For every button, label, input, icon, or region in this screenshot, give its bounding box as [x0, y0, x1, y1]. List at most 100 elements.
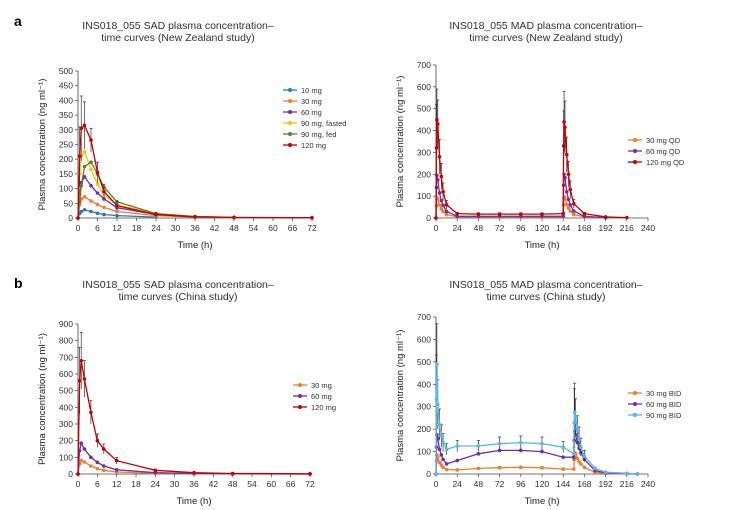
x-tick-label: 30: [170, 479, 180, 489]
data-point: [444, 467, 449, 472]
y-tick-label: 450: [59, 81, 73, 91]
y-tick-label: 200: [417, 169, 431, 179]
data-point: [89, 199, 93, 203]
data-point: [566, 206, 571, 210]
data-point: [635, 471, 640, 476]
x-tick-label: 0: [434, 479, 439, 489]
y-tick-label: 50: [64, 198, 74, 208]
y-tick-label: 600: [417, 82, 431, 92]
data-point: [95, 460, 100, 465]
data-point: [89, 209, 93, 214]
data-point: [82, 123, 87, 128]
y-tick-label: 900: [59, 319, 73, 329]
data-point: [572, 201, 576, 206]
x-tick-label: 66: [286, 479, 296, 489]
x-axis-label: Time (h): [176, 496, 211, 507]
data-point: [79, 126, 84, 131]
data-point: [455, 211, 460, 216]
x-tick-label: 60: [267, 479, 277, 489]
data-point: [82, 207, 87, 212]
data-point: [114, 458, 119, 463]
x-tick-label: 120: [535, 223, 549, 233]
data-point: [437, 460, 442, 465]
legend-entry: 60 mg QD: [646, 147, 681, 156]
data-point: [566, 172, 571, 177]
data-point: [575, 427, 580, 431]
legend-swatch-marker: [633, 391, 637, 395]
legend-entry: 10 mg: [301, 86, 322, 95]
data-point: [575, 440, 580, 445]
data-point: [476, 212, 481, 216]
x-tick-label: 54: [247, 479, 257, 489]
chart-title-line: time curves (China study): [118, 291, 237, 303]
x-tick-label: 6: [95, 223, 100, 233]
legend-swatch-marker: [633, 160, 637, 164]
x-tick-label: 54: [249, 223, 259, 233]
y-axis-label: Plasma concentration (ng ml⁻¹): [37, 333, 48, 465]
series-line: [435, 174, 606, 219]
data-point: [435, 122, 440, 126]
y-tick-label: 300: [59, 125, 73, 135]
x-tick-label: 30: [171, 223, 181, 233]
x-axis-label: Time (h): [524, 496, 559, 507]
data-point: [434, 472, 438, 476]
data-point: [102, 212, 106, 217]
data-point: [441, 209, 445, 214]
x-tick-label: 216: [620, 479, 634, 489]
data-point: [76, 216, 80, 220]
data-point: [455, 214, 460, 219]
data-point: [101, 464, 106, 468]
data-point: [439, 198, 444, 203]
legend-swatch-marker: [288, 143, 292, 147]
series-line: [435, 451, 638, 475]
y-tick-label: 200: [59, 436, 73, 446]
legend-swatch-marker: [288, 99, 292, 103]
data-point: [95, 466, 100, 471]
legend-entry: 30 mg BID: [646, 389, 682, 398]
data-point: [582, 214, 587, 219]
data-point: [439, 207, 444, 211]
data-point: [561, 214, 565, 219]
data-point: [82, 195, 87, 199]
legend-swatch-marker: [288, 132, 292, 136]
y-tick-label: 500: [417, 357, 431, 367]
legend-entry: 30 mg: [301, 97, 322, 106]
data-point: [476, 444, 481, 448]
data-point: [572, 209, 576, 213]
data-point: [593, 466, 597, 471]
y-tick-label: 600: [417, 334, 431, 344]
series-120-mg-qd: [434, 88, 629, 220]
data-point: [573, 415, 578, 419]
data-point: [434, 398, 439, 402]
chart-title-line: INS018_055 SAD plasma concentration–: [82, 20, 274, 32]
data-point: [444, 203, 449, 207]
x-tick-label: 6: [95, 479, 100, 489]
data-point: [561, 211, 565, 216]
y-tick-label: 500: [417, 104, 431, 114]
x-tick-label: 240: [641, 479, 655, 489]
data-point: [572, 420, 577, 425]
data-point: [115, 209, 119, 214]
data-point: [476, 466, 481, 471]
x-tick-label: 0: [76, 223, 81, 233]
data-point: [603, 215, 608, 219]
y-axis-label: Plasma concentration (ng ml⁻¹): [395, 330, 406, 462]
data-point: [89, 455, 93, 460]
x-tick-label: 168: [577, 479, 591, 489]
y-tick-label: 400: [59, 95, 73, 105]
data-point: [89, 160, 93, 164]
x-tick-label: 144: [556, 223, 570, 233]
data-point: [564, 189, 569, 194]
x-tick-label: 12: [112, 479, 122, 489]
x-tick-label: 60: [268, 223, 278, 233]
y-axis-label: Plasma concentration (ng ml⁻¹): [37, 79, 48, 211]
y-tick-label: 150: [59, 169, 73, 179]
x-tick-label: 66: [288, 223, 298, 233]
data-point: [603, 470, 608, 475]
data-point: [435, 436, 440, 440]
data-point: [561, 445, 565, 449]
legend-entry: 120 mg: [311, 403, 336, 412]
legend-swatch-marker: [633, 149, 637, 153]
series-120-mg: [76, 331, 312, 476]
data-point: [582, 465, 587, 470]
